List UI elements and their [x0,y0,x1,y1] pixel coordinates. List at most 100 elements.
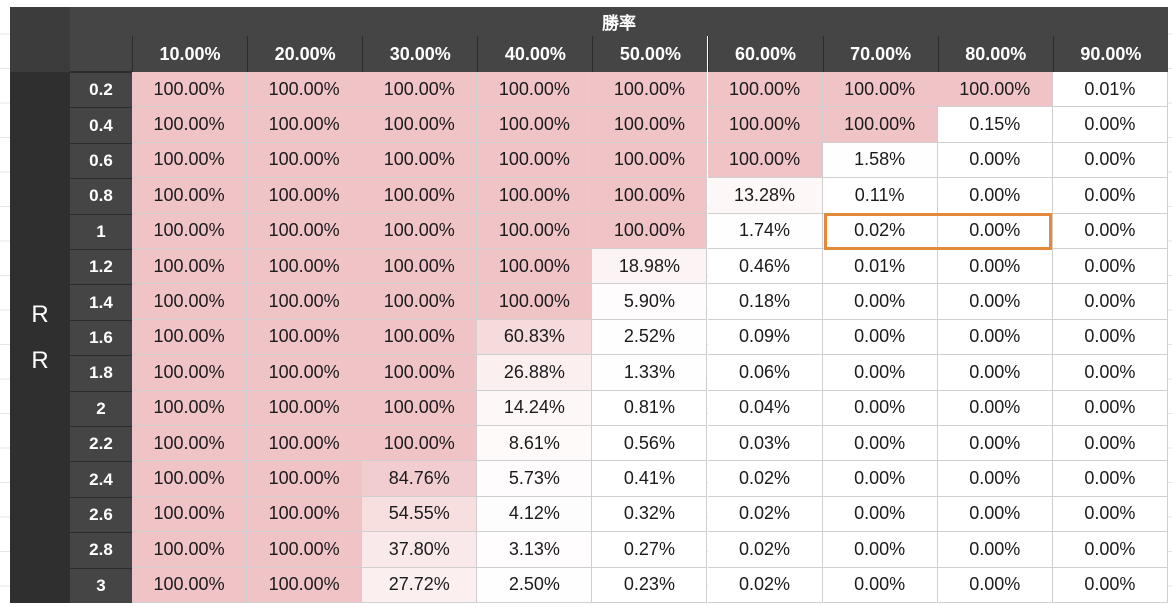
row-header: 2.8 [70,532,132,568]
heatmap-cell: 4.12% [477,496,593,533]
heatmap-cell: 100.00% [132,390,248,426]
heatmap-cell: 0.15% [937,107,1053,143]
heatmap-cell: 1.58% [822,142,938,179]
heatmap-cell: 0.02% [707,496,823,533]
column-header: 90.00% [1052,36,1168,72]
heatmap-cell: 100.00% [592,72,708,108]
heatmap-cell: 0.01% [822,249,938,285]
heatmap-cell: 100.00% [937,72,1053,108]
corner-cell-left [10,36,70,72]
heatmap-cell: 100.00% [132,567,248,603]
heatmap-cell: 0.00% [1052,213,1168,249]
heatmap-cell: 0.00% [822,319,938,356]
heatmap-cell: 0.00% [1052,319,1168,356]
heatmap-cell: 100.00% [477,142,593,179]
heatmap-cell: 14.24% [477,390,593,426]
heatmap-cell: 100.00% [132,355,248,391]
heatmap-cell: 100.00% [247,72,363,108]
chart-title: 勝率 [70,7,1168,36]
heatmap-cell: 0.00% [937,213,1053,249]
column-header: 70.00% [822,36,938,72]
heatmap-cell: 0.09% [707,319,823,356]
heatmap-cell: 0.00% [937,496,1053,533]
heatmap-cell: 13.28% [707,178,823,214]
heatmap-cell: 100.00% [247,178,363,214]
heatmap-cell: 0.00% [1052,567,1168,603]
heatmap-cell: 100.00% [247,319,363,356]
heatmap-cell: 0.00% [1052,390,1168,426]
heatmap-cell: 100.00% [132,178,248,214]
heatmap-cell: 100.00% [132,142,248,179]
corner-cell [10,7,70,36]
heatmap-cell: 84.76% [362,461,478,497]
heatmap-cell: 100.00% [592,178,708,214]
heatmap-cell: 100.00% [362,107,478,143]
row-header: 0.4 [70,107,132,143]
heatmap-cell: 54.55% [362,496,478,533]
heatmap-cell: 100.00% [247,532,363,568]
heatmap-cell: 0.01% [1052,72,1168,108]
heatmap-cell: 37.80% [362,532,478,568]
row-header: 1.4 [70,284,132,320]
heatmap-cell: 0.00% [937,284,1053,320]
heatmap-cell: 100.00% [362,72,478,108]
heatmap-cell: 0.23% [592,567,708,603]
heatmap-cell: 100.00% [132,461,248,497]
heatmap-cell: 26.88% [477,355,593,391]
heatmap-cell: 100.00% [247,390,363,426]
heatmap-cell: 100.00% [707,72,823,108]
row-header: 3 [70,567,132,603]
column-header: 80.00% [937,36,1053,72]
heatmap-cell: 0.32% [592,496,708,533]
heatmap-cell: 100.00% [247,249,363,285]
heatmap-cell: 0.02% [707,567,823,603]
heatmap-cell: 100.00% [132,107,248,143]
heatmap-cell: 0.02% [822,213,938,249]
heatmap-cell: 2.50% [477,567,593,603]
heatmap-cell: 0.00% [937,426,1053,462]
heatmap-cell: 27.72% [362,567,478,603]
heatmap-cell: 0.00% [822,355,938,391]
heatmap-cell: 100.00% [132,319,248,356]
heatmap-cell: 0.27% [592,532,708,568]
corner-cell-rowhead [70,36,132,72]
heatmap-cell: 0.81% [592,390,708,426]
column-header: 60.00% [707,36,823,72]
heatmap-cell: 100.00% [477,178,593,214]
row-header: 2 [70,390,132,426]
heatmap-cell: 100.00% [132,532,248,568]
heatmap-cell: 0.00% [822,426,938,462]
heatmap-cell: 100.00% [362,355,478,391]
heatmap-cell: 0.00% [937,249,1053,285]
heatmap-cell: 100.00% [477,107,593,143]
heatmap-cell: 8.61% [477,426,593,462]
y-axis-label-char: R [31,346,49,374]
heatmap-cell: 100.00% [247,284,363,320]
heatmap-cell: 60.83% [477,319,593,356]
heatmap-cell: 0.00% [1052,426,1168,462]
row-header: 1.8 [70,355,132,391]
column-header: 30.00% [362,36,478,72]
row-header: 0.8 [70,178,132,214]
heatmap-cell: 100.00% [247,567,363,603]
heatmap-cell: 0.00% [1052,355,1168,391]
heatmap-cell: 0.00% [937,567,1053,603]
heatmap-cell: 0.46% [707,249,823,285]
row-header: 2.6 [70,496,132,533]
heatmap-cell: 0.00% [822,496,938,533]
heatmap-cell: 0.00% [937,355,1053,391]
heatmap-cell: 0.00% [937,390,1053,426]
heatmap-cell: 100.00% [132,426,248,462]
heatmap-cell: 0.00% [1052,142,1168,179]
column-header: 40.00% [477,36,593,72]
heatmap-cell: 100.00% [477,284,593,320]
heatmap-cell: 0.00% [822,390,938,426]
heatmap-cell: 100.00% [362,178,478,214]
heatmap-cell: 0.00% [822,284,938,320]
heatmap-cell: 100.00% [362,249,478,285]
heatmap-cell: 0.41% [592,461,708,497]
heatmap-cell: 0.00% [937,178,1053,214]
heatmap-cell: 0.00% [822,461,938,497]
heatmap-cell: 0.00% [1052,107,1168,143]
heatmap-cell: 100.00% [132,284,248,320]
